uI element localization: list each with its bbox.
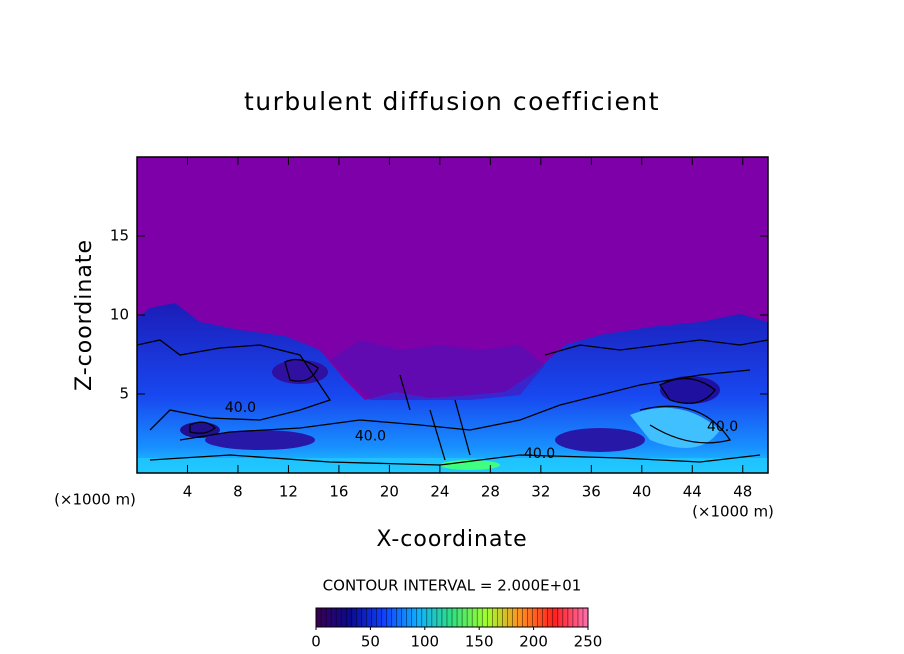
x-unit-label: (×1000 m) <box>692 503 774 521</box>
contour-label: 40.0 <box>225 400 256 416</box>
colorbar-tick-label: 150 <box>465 633 494 651</box>
blob <box>630 407 720 448</box>
mixing-zone <box>330 340 545 400</box>
colorbar-tick-label: 100 <box>410 633 439 651</box>
x-tick-label: 20 <box>380 483 399 501</box>
x-tick-label: 44 <box>683 483 702 501</box>
contour-interval-label: CONTOUR INTERVAL = 2.000E+01 <box>323 577 582 595</box>
contour-label: 40.0 <box>524 446 555 462</box>
x-tick-label: 4 <box>183 483 193 501</box>
x-tick-label: 28 <box>481 483 500 501</box>
y-tick-label: 5 <box>119 385 129 403</box>
y-axis-label: Z-coordinate <box>72 239 97 391</box>
x-tick-label: 8 <box>233 483 243 501</box>
chart-title: turbulent diffusion coefficient <box>244 87 660 116</box>
colorbar-tick-label: 200 <box>519 633 548 651</box>
colorbar-tick-label: 0 <box>311 633 321 651</box>
blob <box>205 430 315 450</box>
contour-label: 40.0 <box>707 419 738 435</box>
x-tick-label: 16 <box>329 483 348 501</box>
colorbar-tick-label: 50 <box>361 633 380 651</box>
x-tick-label: 24 <box>430 483 449 501</box>
contour-label: 40.0 <box>355 429 386 445</box>
contour-lines <box>137 339 768 466</box>
x-axis-label: X-coordinate <box>376 527 527 552</box>
y-tick-label: 15 <box>110 227 129 245</box>
blob <box>272 360 328 384</box>
field <box>137 303 768 473</box>
x-tick-label: 36 <box>582 483 601 501</box>
x-tick-label: 40 <box>632 483 651 501</box>
colorbar-frame <box>315 607 589 628</box>
y-tick-label: 10 <box>110 306 129 324</box>
y-unit-label: (×1000 m) <box>54 491 136 509</box>
x-tick-label: 12 <box>279 483 298 501</box>
x-tick-label: 32 <box>531 483 550 501</box>
colorbar-tick-label: 250 <box>574 633 603 651</box>
blob <box>555 428 645 452</box>
x-tick-label: 48 <box>733 483 752 501</box>
